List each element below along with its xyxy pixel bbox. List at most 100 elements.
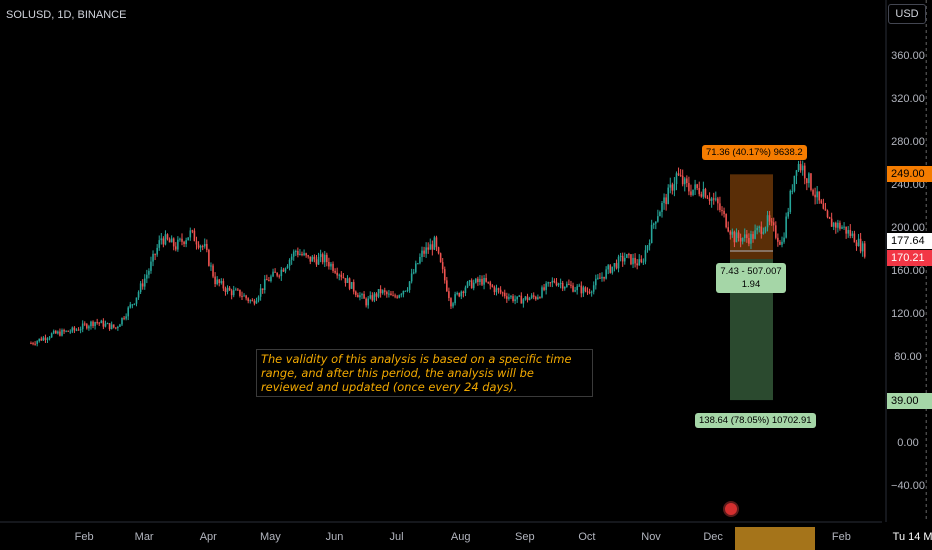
- candle-body: [487, 281, 490, 283]
- candle-body: [206, 244, 208, 250]
- candle-body: [568, 283, 570, 285]
- candle-body: [297, 251, 299, 255]
- target-zone[interactable]: [730, 174, 773, 260]
- candle-body: [729, 231, 732, 235]
- candle-body: [63, 330, 65, 332]
- candle-body: [843, 226, 845, 228]
- candle-body: [524, 296, 527, 300]
- candle-body: [398, 295, 401, 298]
- candle-body: [96, 322, 98, 324]
- candle-body: [222, 281, 225, 289]
- candle-body: [274, 271, 276, 273]
- candle-body: [294, 251, 297, 253]
- candle-body: [330, 263, 332, 267]
- candle-body: [518, 295, 521, 297]
- candle-body: [690, 191, 692, 195]
- currency-button[interactable]: USD: [888, 4, 926, 24]
- candle-body: [317, 257, 320, 265]
- candle-body: [427, 247, 430, 250]
- candle-body: [493, 286, 496, 293]
- candle-body: [483, 277, 485, 285]
- candle-body: [663, 197, 665, 203]
- time-tick-label: May: [260, 531, 281, 543]
- candle-body: [276, 272, 278, 276]
- candle-body: [311, 256, 314, 262]
- candle-body: [348, 278, 351, 289]
- candle-body: [245, 295, 247, 299]
- candle-body: [114, 327, 117, 329]
- candle-body: [547, 282, 550, 284]
- candle-body: [350, 282, 353, 289]
- candle-body: [57, 331, 59, 334]
- candle-body: [566, 283, 568, 287]
- candle-body: [367, 298, 370, 306]
- candle-body: [307, 255, 310, 257]
- candle-body: [156, 247, 158, 255]
- candle-body: [549, 282, 552, 284]
- candle-body: [849, 230, 852, 236]
- candle-body: [646, 245, 649, 251]
- candle-body: [54, 330, 57, 334]
- candle-body: [65, 330, 67, 332]
- candle-body: [30, 343, 32, 345]
- candle-body: [659, 211, 661, 217]
- candle-body: [59, 331, 61, 336]
- candle-body: [458, 293, 461, 297]
- candle-body: [491, 285, 494, 287]
- candle-body: [855, 242, 858, 247]
- time-tick-label: Apr: [200, 531, 217, 543]
- candle-body: [90, 321, 92, 327]
- candle-body: [334, 270, 336, 273]
- candle-body: [555, 282, 558, 286]
- candle-body: [392, 295, 394, 297]
- candle-body: [243, 295, 245, 297]
- candle-body: [433, 237, 436, 250]
- candle-body: [636, 263, 638, 266]
- candle-body: [543, 287, 545, 290]
- candle-body: [702, 189, 705, 197]
- target-stats-label: 71.36 (40.17%) 9638.2: [702, 145, 807, 160]
- candle-body: [102, 320, 105, 327]
- candle-body: [797, 163, 800, 171]
- candle-body: [534, 296, 537, 300]
- candle-body: [706, 197, 709, 199]
- candle-body: [748, 237, 750, 244]
- candle-body: [605, 269, 607, 279]
- candle-body: [723, 210, 725, 215]
- analysis-note: The validity of this analysis is based o…: [256, 349, 593, 397]
- candle-body: [332, 263, 334, 271]
- candle-body: [545, 283, 547, 290]
- last-price-tag: 177.64: [887, 233, 932, 249]
- candle-body: [421, 250, 423, 257]
- candle-body: [199, 246, 202, 248]
- candle-body: [818, 191, 821, 201]
- candle-body: [214, 276, 216, 285]
- candle-body: [390, 293, 392, 296]
- price-tick-label: 360.00: [891, 50, 925, 62]
- time-tick-label: Jul: [390, 531, 404, 543]
- candle-body: [497, 288, 500, 290]
- candle-body: [464, 287, 467, 294]
- candle-body: [290, 256, 293, 260]
- candle-body: [352, 282, 355, 292]
- candle-body: [282, 269, 285, 272]
- candle-body: [648, 242, 651, 246]
- us-flag-icon[interactable]: [723, 501, 739, 517]
- candle-body: [652, 223, 655, 225]
- candle-body: [650, 224, 653, 243]
- time-tick-label: Jun: [326, 531, 344, 543]
- candle-body: [654, 221, 657, 224]
- candle-body: [313, 256, 316, 260]
- candle-body: [179, 238, 181, 240]
- candle-body: [181, 238, 183, 242]
- candle-body: [34, 343, 36, 345]
- candle-body: [830, 218, 833, 227]
- candle-body: [81, 323, 84, 330]
- candle-body: [419, 256, 421, 264]
- candle-body: [412, 272, 415, 274]
- candle-body: [98, 322, 101, 324]
- candle-body: [532, 295, 535, 297]
- candle-body: [626, 254, 628, 258]
- candle-body: [781, 241, 783, 245]
